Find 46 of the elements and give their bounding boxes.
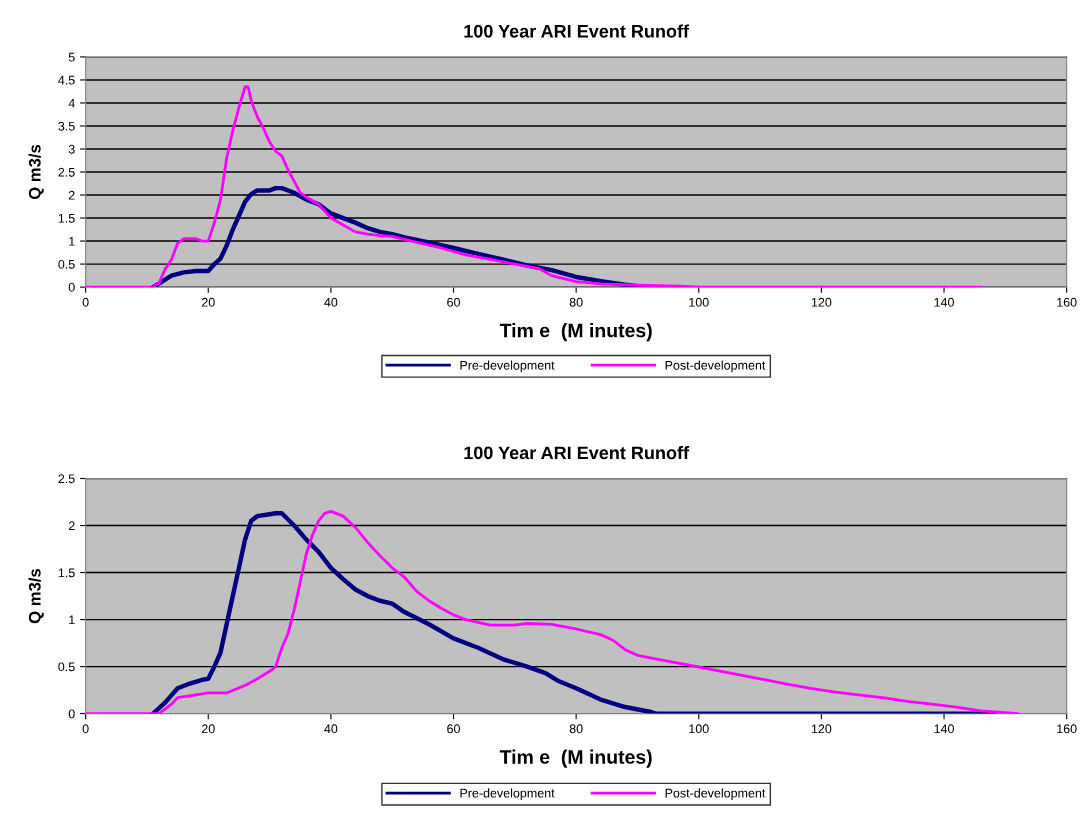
y-tick-label: 1 (69, 615, 75, 625)
x-tick-label: 20 (201, 724, 215, 734)
x-tick-label: 100 (689, 297, 709, 307)
x-tick-label: 140 (934, 297, 954, 307)
x-axis-title: Tim e (M inutes) (499, 323, 652, 342)
legend-label: Pre-development (460, 788, 555, 801)
y-tick-label: 4 (68, 98, 75, 108)
y-tick-label: 3 (68, 144, 75, 154)
y-axis-title: Q m3/s (28, 144, 44, 200)
y-tick-label: 3.5 (58, 121, 75, 131)
y-tick-label: 0 (68, 709, 75, 719)
x-axis-title: Tim e (M inutes) (499, 749, 652, 768)
y-tick-label: 2 (68, 521, 75, 531)
x-tick-label: 40 (324, 724, 338, 734)
x-tick-label: 60 (447, 724, 460, 734)
x-tick-label: 0 (82, 297, 89, 307)
x-tick-label: 0 (82, 724, 89, 734)
x-tick-label: 120 (811, 724, 832, 734)
y-tick-label: 0 (68, 282, 75, 292)
y-tick-label: 2.5 (58, 474, 75, 484)
y-tick-label: 0.5 (58, 662, 75, 672)
y-axis-title: Q m3/s (28, 568, 44, 624)
x-tick-label: 20 (201, 297, 215, 307)
y-tick-label: 2 (68, 190, 75, 200)
chart-title: 100 Year ARI Event Runoff (464, 445, 690, 460)
x-tick-label: 160 (1057, 297, 1077, 307)
x-tick-label: 120 (811, 297, 832, 307)
x-tick-label: 100 (689, 724, 709, 734)
legend-label: Post-development (665, 360, 766, 373)
y-tick-label: 1 (69, 236, 75, 246)
chart-title: 100 Year ARI Event Runoff (464, 24, 690, 38)
legend-label: Post-development (665, 788, 766, 801)
y-tick-label: 1.5 (58, 213, 75, 223)
x-tick-label: 140 (934, 724, 954, 734)
x-tick-label: 80 (569, 297, 583, 307)
legend-label: Pre-development (460, 360, 555, 373)
y-tick-label: 0.5 (58, 259, 75, 269)
line-series (85, 85, 983, 288)
x-tick-label: 160 (1057, 724, 1077, 734)
y-tick-label: 1.5 (58, 568, 75, 578)
y-tick-label: 4.5 (58, 75, 75, 85)
x-tick-label: 40 (324, 297, 338, 307)
x-tick-label: 60 (447, 297, 460, 307)
y-tick-label: 5 (68, 52, 75, 62)
y-tick-label: 2.5 (58, 167, 75, 177)
x-tick-label: 80 (569, 724, 583, 734)
